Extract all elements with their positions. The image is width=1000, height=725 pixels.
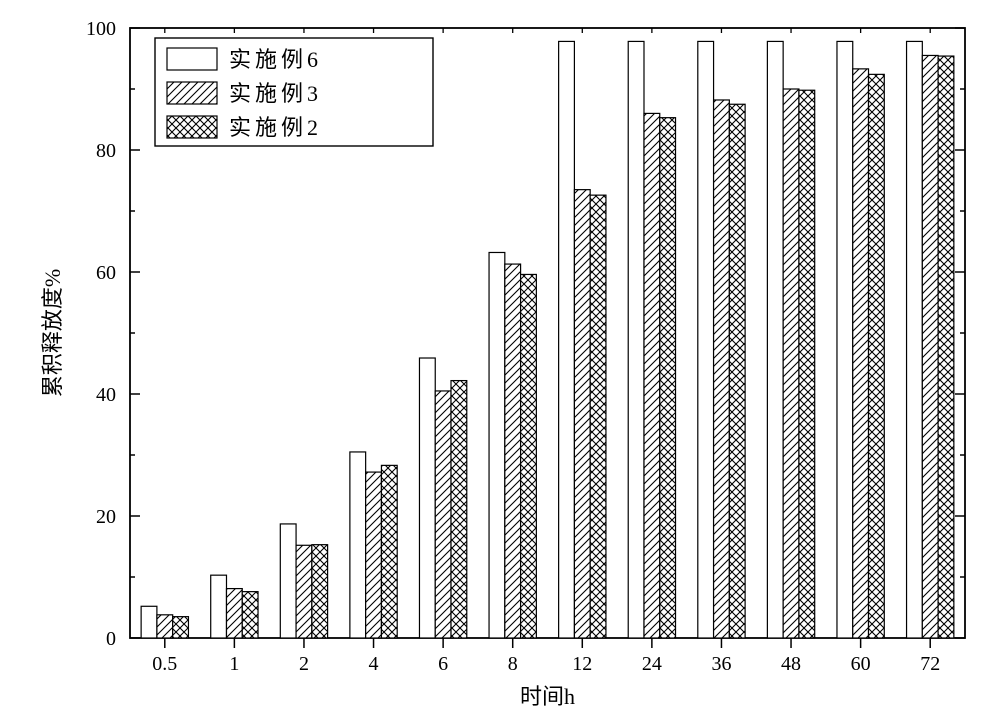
x-tick-label: 48 xyxy=(781,653,801,675)
bar xyxy=(366,472,382,638)
legend-label: 实施例6 xyxy=(229,47,322,72)
bar xyxy=(435,391,451,638)
legend-swatch xyxy=(167,82,217,104)
bar xyxy=(141,606,157,638)
bar xyxy=(698,41,714,638)
bar xyxy=(505,264,521,638)
bar xyxy=(242,592,258,638)
bar xyxy=(280,524,296,638)
legend: 实施例6 实施例3 实施例2 xyxy=(155,38,433,146)
x-tick-label: 24 xyxy=(642,653,662,675)
bar xyxy=(451,381,467,638)
bar xyxy=(419,358,435,638)
bar xyxy=(907,41,923,638)
x-tick-label: 1 xyxy=(229,653,239,675)
bar xyxy=(381,465,397,638)
bar xyxy=(837,41,853,638)
legend-label: 实施例3 xyxy=(229,81,322,106)
legend-swatch xyxy=(167,48,217,70)
y-tick-label: 100 xyxy=(86,18,116,40)
bar xyxy=(853,69,869,638)
x-tick-label: 8 xyxy=(508,653,518,675)
x-tick-label: 4 xyxy=(369,653,379,675)
bar xyxy=(489,252,505,638)
cumulative-release-chart: 0204060801000.512468122436486072时间h累积释放度… xyxy=(0,0,1000,725)
x-tick-label: 72 xyxy=(920,653,940,675)
y-tick-label: 40 xyxy=(96,384,116,406)
bar xyxy=(714,100,730,638)
bar xyxy=(628,41,644,638)
bar xyxy=(173,617,189,638)
bar xyxy=(590,195,606,638)
bar xyxy=(783,89,799,638)
bar xyxy=(559,41,575,638)
bar xyxy=(312,545,328,638)
bar xyxy=(296,545,312,638)
x-tick-label: 6 xyxy=(438,653,448,675)
bar xyxy=(767,41,783,638)
bar xyxy=(729,104,745,638)
bar xyxy=(521,274,537,638)
bar xyxy=(157,615,173,638)
x-tick-label: 12 xyxy=(572,653,592,675)
bar xyxy=(660,118,676,638)
bar xyxy=(350,452,366,638)
bar xyxy=(869,74,885,638)
bar xyxy=(799,90,815,638)
bar xyxy=(938,56,954,638)
x-axis-label: 时间h xyxy=(520,684,575,709)
chart-svg: 0204060801000.512468122436486072时间h累积释放度… xyxy=(0,0,1000,725)
y-tick-label: 20 xyxy=(96,506,116,528)
y-tick-label: 60 xyxy=(96,262,116,284)
bar xyxy=(226,589,242,638)
x-tick-label: 60 xyxy=(851,653,871,675)
legend-label: 实施例2 xyxy=(229,115,322,140)
bar xyxy=(211,575,227,638)
bar xyxy=(922,55,938,638)
legend-swatch xyxy=(167,116,217,138)
x-tick-label: 2 xyxy=(299,653,309,675)
y-axis-label: 累积释放度% xyxy=(40,269,65,397)
bar xyxy=(644,113,660,638)
y-tick-label: 80 xyxy=(96,140,116,162)
x-tick-label: 36 xyxy=(711,653,731,675)
x-tick-label: 0.5 xyxy=(152,653,177,675)
y-tick-label: 0 xyxy=(106,628,116,650)
bar xyxy=(574,190,590,638)
